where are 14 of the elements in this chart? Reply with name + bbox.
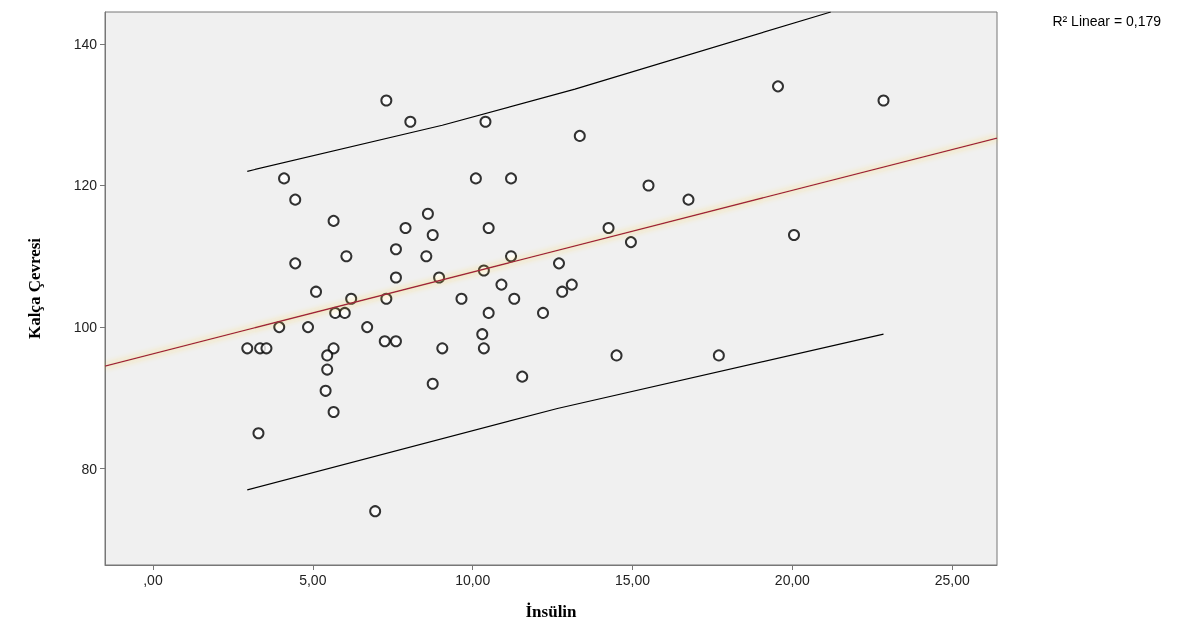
y-axis-title: Kalça Çevresi [25, 237, 44, 340]
x-axis-title: İnsülin [525, 602, 578, 621]
x-tick-label: ,00 [143, 572, 163, 588]
y-tick-label: 140 [73, 35, 98, 52]
x-tick-label: 15,00 [615, 572, 651, 588]
line-series [246, 11, 832, 172]
text: R² Linear = 0,179 [1052, 13, 1162, 29]
x-tick-label: 25,00 [934, 572, 970, 588]
y-tick-label: 120 [73, 177, 98, 194]
x-tick-label: 20,00 [774, 572, 811, 588]
y-tick-label: 100 [73, 319, 98, 336]
x-tick-label: 10,00 [455, 572, 491, 588]
x-tick-label: 5,00 [299, 572, 327, 588]
y-tick-label: 80 [81, 460, 98, 477]
